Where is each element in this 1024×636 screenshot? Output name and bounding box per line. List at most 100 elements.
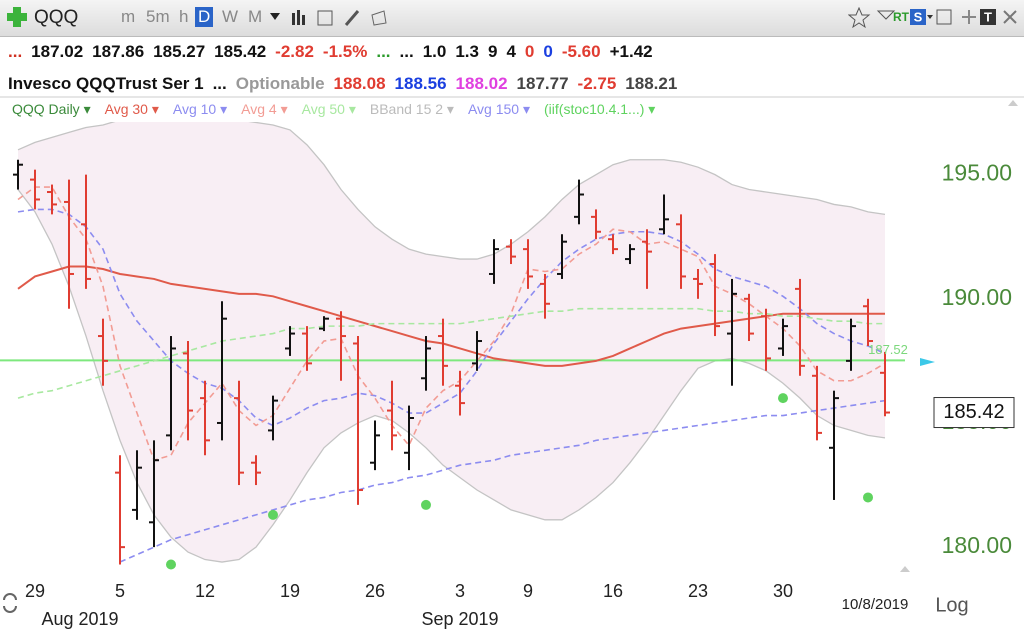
bollinger-line [17, 122, 886, 260]
quote-value: ... [376, 42, 391, 61]
interval-button[interactable]: D [195, 7, 214, 27]
ohlc-bar [115, 455, 125, 565]
interval-button[interactable]: 5m [146, 7, 170, 26]
ohlc-bar [387, 380, 397, 451]
interval-button[interactable]: M [248, 7, 263, 26]
moving-average [119, 399, 886, 563]
legend-entry[interactable]: (iif(stoc10.4.1...) ▾ [544, 101, 656, 117]
price-marker [920, 358, 935, 366]
ohlc-bar [13, 159, 23, 190]
interval-button[interactable]: h [179, 7, 189, 26]
ohlc-bar [761, 308, 771, 371]
svg-text:S: S [914, 9, 923, 24]
x-tick-label: 12 [195, 581, 215, 601]
ohlc-bar [166, 336, 176, 451]
quote-value: 1.0 [422, 42, 447, 61]
month-label: Sep 2019 [421, 609, 498, 629]
ohlc-bar [234, 380, 244, 486]
x-tick-label: 30 [773, 581, 793, 601]
ohlc-bar [421, 336, 431, 391]
interval-button[interactable]: m [121, 7, 136, 26]
x-tick-label: 19 [280, 581, 300, 601]
quote-value: 187.86 [92, 42, 145, 61]
quote-value: 185.42 [214, 42, 267, 61]
quote-value: 185.27 [153, 42, 206, 61]
moving-average [17, 307, 885, 399]
quote-value: ... [8, 42, 23, 61]
month-label: Aug 2019 [41, 609, 118, 629]
y-tick-label: 190.00 [942, 284, 1012, 310]
ohlc-bar [438, 318, 448, 386]
moving-average [17, 208, 886, 427]
legend-entry[interactable]: Avg 50 ▾ [301, 101, 356, 117]
quote-value: 9 [487, 42, 498, 61]
quote-value: 188.02 [455, 74, 508, 93]
ohlc-bar [795, 278, 805, 376]
toolbar: QQQ m 5m h D W M RT S T [0, 0, 1024, 37]
x-tick-label: 29 [25, 581, 45, 601]
ohlc-bar [98, 318, 108, 386]
quote-value: 187.02 [31, 42, 84, 61]
signal-dot [863, 492, 873, 503]
add-button[interactable] [6, 6, 28, 33]
ohlc-bar [642, 229, 652, 289]
log-toggle[interactable]: Log [935, 594, 968, 616]
quote-row: ... 187.02 187.86 185.27 185.42 -2.82 -1.5%...… [8, 42, 662, 62]
legend-entry[interactable]: QQQ Daily ▾ [12, 101, 91, 117]
interval-button[interactable]: W [222, 7, 239, 26]
quote-value: 188.56 [394, 74, 447, 93]
symbol[interactable]: QQQ [34, 7, 79, 28]
ohlc-bar [404, 405, 414, 471]
quote-value: 0 [543, 42, 553, 61]
ohlc-bar [608, 234, 618, 255]
ohlc-bar [540, 273, 550, 319]
rt-button[interactable]: RT [893, 10, 909, 24]
legend-entry[interactable]: BBand 15 2 ▾ [369, 101, 454, 117]
ohlc-bar [353, 336, 363, 505]
legend-entry[interactable]: Avg 150 ▾ [467, 101, 531, 117]
quote-value: -2.82 [275, 42, 314, 61]
ohlc-bar [200, 380, 210, 456]
tool-icons[interactable] [268, 7, 408, 34]
x-tick-label: 26 [365, 581, 385, 601]
ohlc-bar [744, 293, 754, 342]
legend-entry[interactable]: Avg 10 ▾ [172, 101, 228, 117]
ohlc-bar [829, 390, 839, 500]
moving-average [17, 186, 886, 462]
ohlc-bar [370, 420, 380, 471]
ohlc-bar [625, 244, 635, 265]
ohlc-bar [64, 179, 74, 309]
ohlc-bar [863, 298, 873, 346]
ohlc-bar [557, 234, 567, 279]
x-tick-label: 16 [603, 581, 623, 601]
ohlc-bar [285, 326, 295, 356]
ohlc-bar [710, 254, 720, 337]
signal-dot [421, 499, 431, 510]
x-tick-label: 3 [455, 581, 465, 601]
ohlc-bar [778, 318, 788, 356]
y-tick-label: 180.00 [942, 532, 1012, 558]
signal-dot [778, 393, 788, 404]
ohlc-bar [676, 214, 686, 289]
quote-value: 187.77 [516, 74, 569, 93]
quote-value: +1.42 [609, 42, 653, 61]
ohlc-bar [47, 184, 57, 215]
ohlc-bar [81, 174, 91, 289]
ohlc-bar [149, 440, 159, 548]
ohlc-bar [659, 194, 669, 235]
refresh-icon[interactable] [3, 593, 17, 613]
ohlc-bar [693, 269, 703, 299]
legend-entry[interactable]: Avg 30 ▾ [104, 101, 159, 117]
ohlc-bar [506, 239, 516, 265]
ohlc-bar [30, 169, 40, 210]
ohlc-bar [523, 239, 533, 289]
ohlc-bar [251, 455, 261, 486]
watch-icons[interactable] [847, 6, 898, 34]
ohlc-bar [132, 450, 142, 520]
ohlc-bar [319, 316, 329, 332]
ohlc-bar [591, 209, 601, 240]
legend-entry[interactable]: Avg 4 ▾ [241, 101, 288, 117]
